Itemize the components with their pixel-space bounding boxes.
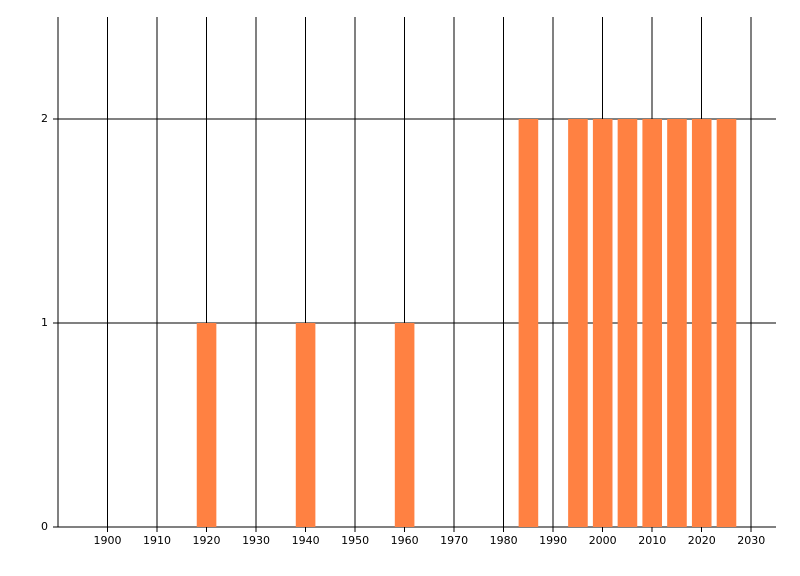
bar (642, 119, 663, 527)
bar (295, 323, 316, 527)
bar (716, 119, 737, 527)
x-tick-label: 1970 (440, 534, 468, 547)
x-tick-label: 2030 (737, 534, 765, 547)
bar (667, 119, 687, 527)
y-tick-label: 2 (41, 112, 48, 125)
bar (617, 119, 638, 527)
bar (394, 323, 415, 527)
x-tick-label: 2010 (638, 534, 666, 547)
x-tick-label: 1960 (391, 534, 419, 547)
x-tick-label: 2000 (589, 534, 617, 547)
x-tick-label: 1930 (242, 534, 270, 547)
bar (568, 119, 588, 527)
y-tick-label: 0 (41, 520, 48, 533)
y-tick-label: 1 (41, 316, 48, 329)
x-tick-label: 1920 (193, 534, 221, 547)
bar (691, 119, 712, 527)
x-tick-label: 1900 (94, 534, 122, 547)
x-tick-label: 1910 (143, 534, 171, 547)
bar (518, 119, 539, 527)
x-tick-label: 1980 (490, 534, 518, 547)
bar (196, 323, 217, 527)
x-tick-label: 1940 (292, 534, 320, 547)
bar (592, 119, 613, 527)
x-tick-label: 2020 (688, 534, 716, 547)
x-tick-label: 1950 (341, 534, 369, 547)
x-tick-label: 1990 (539, 534, 567, 547)
